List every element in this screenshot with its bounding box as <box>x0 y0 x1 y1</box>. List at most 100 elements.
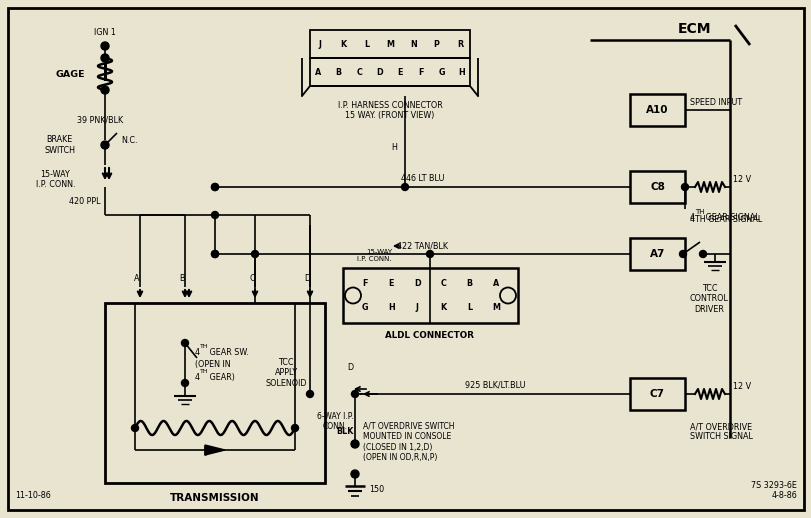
Circle shape <box>306 391 313 397</box>
Text: TH: TH <box>200 369 208 374</box>
Text: TH: TH <box>694 209 704 215</box>
Text: GEAR SIGNAL: GEAR SIGNAL <box>702 213 758 222</box>
Circle shape <box>211 251 218 257</box>
Circle shape <box>211 251 218 257</box>
Circle shape <box>680 183 688 191</box>
Circle shape <box>679 251 685 257</box>
Text: A/T OVERDRIVE SWITCH
MOUNTED IN CONSOLE
(CLOSED IN 1,2,D)
(OPEN IN OD,R,N,P): A/T OVERDRIVE SWITCH MOUNTED IN CONSOLE … <box>363 422 454 462</box>
Text: L: L <box>363 39 369 49</box>
Text: C8: C8 <box>650 182 664 192</box>
Circle shape <box>426 251 433 257</box>
Text: K: K <box>440 303 446 312</box>
Text: G: G <box>362 303 368 312</box>
Text: N: N <box>410 39 416 49</box>
Circle shape <box>182 339 188 347</box>
Text: A7: A7 <box>649 249 664 259</box>
Text: BRAKE
SWITCH: BRAKE SWITCH <box>44 135 75 155</box>
Text: E: E <box>388 279 393 288</box>
Text: C: C <box>356 67 362 77</box>
Text: A: A <box>315 67 320 77</box>
Circle shape <box>101 54 109 62</box>
Text: TRANSMISSION: TRANSMISSION <box>170 493 260 503</box>
Text: K: K <box>340 39 346 49</box>
Text: E: E <box>397 67 402 77</box>
Text: D: D <box>376 67 383 77</box>
Text: SPEED INPUT: SPEED INPUT <box>689 98 741 107</box>
Text: G: G <box>438 67 444 77</box>
Circle shape <box>211 211 218 219</box>
Text: BLK: BLK <box>336 427 354 437</box>
Text: 4: 4 <box>689 213 694 222</box>
Text: D: D <box>414 279 420 288</box>
Text: M: M <box>491 303 500 312</box>
Bar <box>629 238 684 270</box>
Text: A10: A10 <box>646 105 668 115</box>
Bar <box>629 94 684 126</box>
Text: P: P <box>433 39 439 49</box>
Circle shape <box>211 183 218 191</box>
Text: 15-WAY
I.P. CONN.: 15-WAY I.P. CONN. <box>36 170 75 190</box>
Text: 6-WAY I.P.
CONN.: 6-WAY I.P. CONN. <box>316 412 353 431</box>
Text: 12 V: 12 V <box>732 382 750 391</box>
Text: 15-WAY
I.P. CONN.: 15-WAY I.P. CONN. <box>357 249 392 262</box>
Text: C7: C7 <box>649 389 664 399</box>
Text: H: H <box>388 303 394 312</box>
Circle shape <box>211 183 218 191</box>
Circle shape <box>101 86 109 94</box>
Text: (OPEN IN: (OPEN IN <box>195 360 230 369</box>
Text: 422 TAN/BLK: 422 TAN/BLK <box>397 241 448 250</box>
Text: F: F <box>362 279 367 288</box>
Text: J: J <box>318 39 321 49</box>
Bar <box>629 378 684 410</box>
Text: 12 V: 12 V <box>732 175 750 184</box>
Text: 7S 3293-6E
4-8-86: 7S 3293-6E 4-8-86 <box>750 481 796 500</box>
Text: 11-10-86: 11-10-86 <box>15 491 51 500</box>
Polygon shape <box>204 445 225 455</box>
Text: A/T OVERDRIVE
SWITCH SIGNAL: A/T OVERDRIVE SWITCH SIGNAL <box>689 422 752 441</box>
Text: R: R <box>457 39 462 49</box>
Text: D: D <box>346 363 353 372</box>
Text: 4TH GEAR SIGNAL: 4TH GEAR SIGNAL <box>689 215 762 224</box>
Circle shape <box>291 424 298 431</box>
Bar <box>342 268 517 323</box>
Text: J: J <box>415 303 418 312</box>
Text: 4: 4 <box>195 348 200 357</box>
Text: M: M <box>385 39 393 49</box>
Text: A: A <box>134 274 139 283</box>
Text: TH: TH <box>200 344 208 349</box>
Text: 4: 4 <box>195 373 200 382</box>
Text: 420 PPL: 420 PPL <box>68 196 100 206</box>
Text: C: C <box>249 274 255 283</box>
Text: N.C.: N.C. <box>121 136 137 145</box>
Text: H: H <box>391 143 397 152</box>
Circle shape <box>101 141 109 149</box>
Text: H: H <box>458 67 465 77</box>
Text: ECM: ECM <box>677 22 711 36</box>
Text: 150: 150 <box>368 485 384 495</box>
Text: C: C <box>440 279 446 288</box>
Circle shape <box>350 440 358 448</box>
Text: 446 LT BLU: 446 LT BLU <box>401 174 444 183</box>
Text: B: B <box>335 67 341 77</box>
Text: A: A <box>492 279 499 288</box>
Circle shape <box>351 391 358 397</box>
Bar <box>310 58 470 86</box>
Circle shape <box>698 251 706 257</box>
Text: 39 PNK/BLK: 39 PNK/BLK <box>77 115 123 124</box>
Text: B: B <box>466 279 472 288</box>
Text: GAGE: GAGE <box>55 69 85 79</box>
Text: 925 BLK/LT.BLU: 925 BLK/LT.BLU <box>464 381 525 390</box>
Circle shape <box>182 380 188 386</box>
Circle shape <box>131 424 139 431</box>
Text: TCC
CONTROL
DRIVER: TCC CONTROL DRIVER <box>689 284 728 314</box>
Bar <box>105 303 324 483</box>
Text: B: B <box>179 274 185 283</box>
Bar <box>629 171 684 203</box>
Text: IGN 1: IGN 1 <box>94 28 116 37</box>
Circle shape <box>401 183 408 191</box>
Bar <box>310 30 470 58</box>
Circle shape <box>101 42 109 50</box>
Text: I.P. HARNESS CONNECTOR
15 WAY. (FRONT VIEW): I.P. HARNESS CONNECTOR 15 WAY. (FRONT VI… <box>337 101 442 120</box>
Text: F: F <box>418 67 423 77</box>
Text: D: D <box>303 274 310 283</box>
